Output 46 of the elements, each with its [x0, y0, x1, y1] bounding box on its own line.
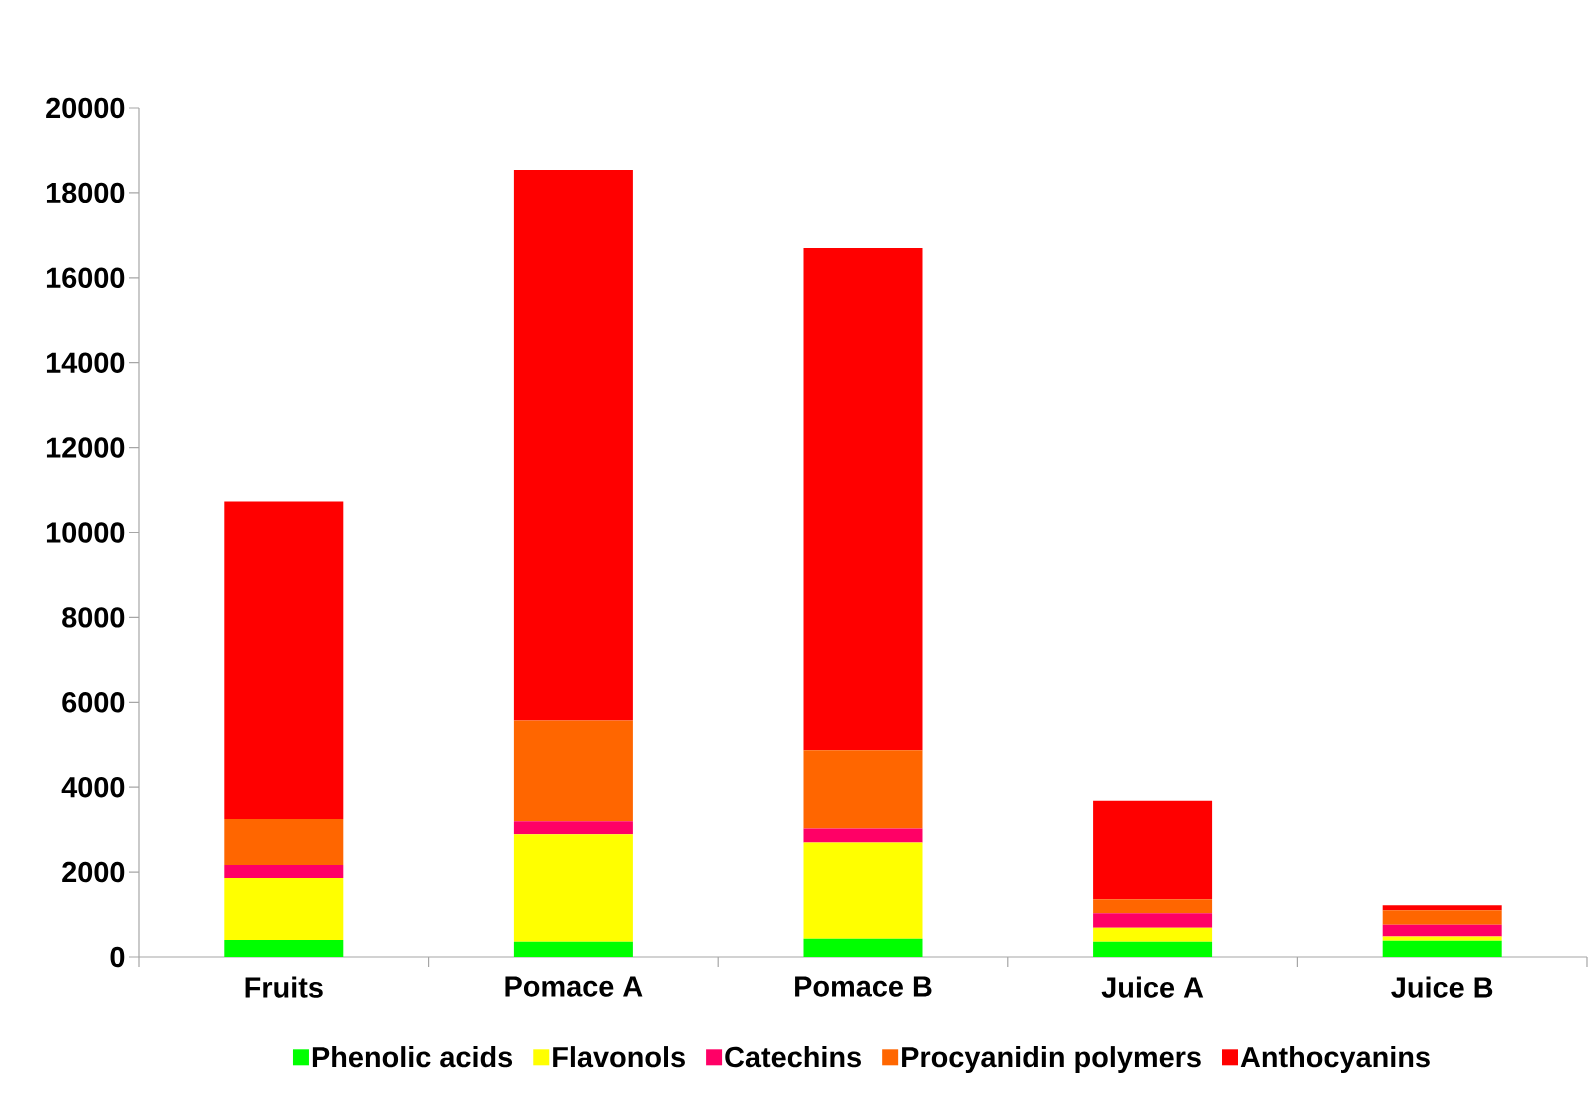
bar: [1382, 924, 1502, 937]
bar: [803, 828, 923, 843]
bar: [1382, 905, 1502, 911]
bar: [1093, 899, 1213, 914]
legend-label: Flavonols: [553, 1046, 685, 1068]
x-tick-label: Pomace B: [795, 976, 932, 997]
y-tick-label: 4000: [61, 776, 125, 798]
bar: [513, 720, 633, 822]
legend-label: Procyanidin polymers: [902, 1046, 1201, 1074]
legend-label: Anthocyanins: [1240, 1046, 1430, 1074]
bar: [1382, 910, 1502, 925]
y-tick-label: 14000: [46, 352, 125, 373]
bar: [1382, 936, 1502, 941]
bar: [513, 821, 633, 835]
bar: [513, 834, 633, 942]
y-tick-label: 18000: [46, 182, 125, 204]
bar: [1093, 913, 1213, 928]
bar: [803, 842, 923, 939]
bar: [1093, 941, 1213, 957]
bar: [803, 938, 923, 957]
bar: [1093, 800, 1213, 900]
x-tick-label: Fruits: [245, 976, 323, 998]
x-tick-label: Juice B: [1391, 976, 1493, 998]
x-tick-label: Juice A: [1101, 976, 1204, 998]
y-tick-label: 20000: [46, 97, 125, 119]
y-tick-label: 0: [110, 946, 125, 968]
y-tick-label: 6000: [62, 692, 125, 713]
bar: [1382, 940, 1502, 957]
y-tick-label: 10000: [46, 522, 125, 543]
bar: [1093, 927, 1213, 942]
y-tick-label: 8000: [62, 607, 125, 628]
y-tick-label: 2000: [62, 861, 125, 883]
bar: [803, 248, 923, 751]
bar: [224, 878, 344, 941]
bar: [513, 169, 633, 721]
legend-label: Catechins: [725, 1046, 861, 1068]
bar: [224, 940, 344, 957]
legend-label: Phenolic acids: [312, 1046, 513, 1068]
x-tick-label: Pomace A: [505, 976, 643, 997]
bar: [224, 819, 344, 865]
bar: [224, 864, 344, 879]
bar: [513, 941, 633, 957]
bar: [803, 750, 923, 829]
bar: [224, 501, 344, 820]
y-tick-label: 12000: [46, 437, 125, 458]
y-tick-label: 16000: [46, 267, 125, 289]
